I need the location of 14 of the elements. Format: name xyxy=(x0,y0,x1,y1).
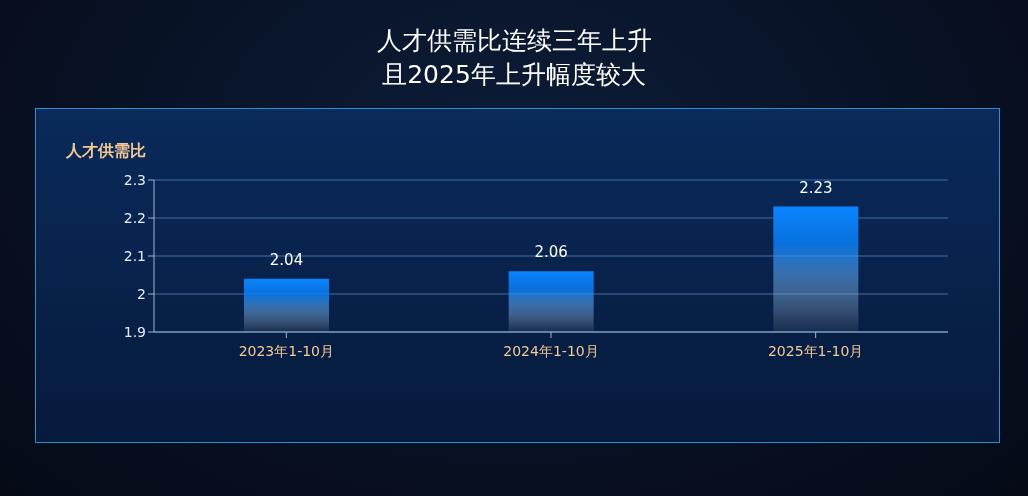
chart-subtitle: 且2025年上升幅度较大 xyxy=(381,59,647,91)
y-tick-label: 2.3 xyxy=(123,171,146,188)
chart-title: 人才供需比连续三年上升 xyxy=(375,25,653,57)
x-tick-label: 2024年1-10月 xyxy=(503,342,599,359)
y-tick-label: 2.1 xyxy=(123,247,146,264)
x-tick-label: 2025年1-10月 xyxy=(767,342,864,359)
x-tick-label: 2023年1-10月 xyxy=(238,342,335,359)
data-label: 2.06 xyxy=(534,243,568,262)
data-label: 2.23 xyxy=(799,178,833,197)
y-tick-label: 2 xyxy=(137,285,146,302)
y-tick-label: 1.9 xyxy=(123,323,146,340)
y-tick-label: 2.2 xyxy=(123,209,146,226)
y-axis-title: 人才供需比 xyxy=(66,141,146,162)
data-label: 2.04 xyxy=(269,250,304,269)
